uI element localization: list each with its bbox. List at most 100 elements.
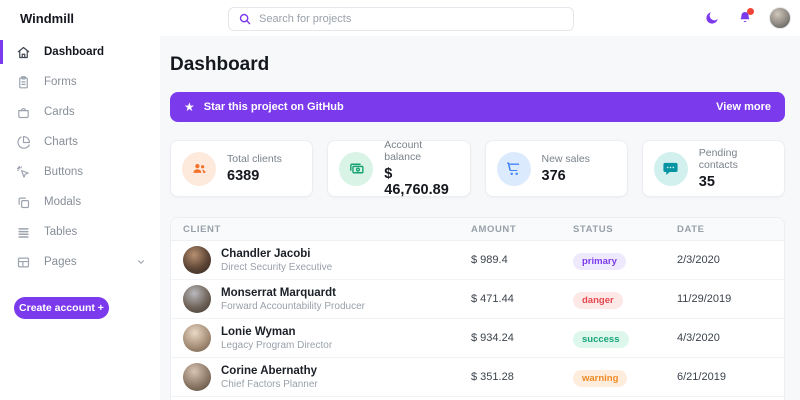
- client-role: Forward Accountability Producer: [221, 300, 365, 312]
- chat-icon: [653, 151, 688, 186]
- status-badge: success: [573, 330, 629, 348]
- column-header-client: CLIENT: [183, 223, 221, 235]
- sidebar-item-charts[interactable]: Charts: [0, 130, 160, 154]
- date-cell: 6/21/2019: [677, 371, 726, 383]
- status-badge: danger: [573, 291, 623, 309]
- sidebar-item-label: Charts: [44, 136, 78, 148]
- avatar: [183, 246, 211, 274]
- sidebar-item-dashboard[interactable]: Dashboard: [0, 40, 160, 64]
- notifications-button[interactable]: [736, 8, 754, 27]
- pie-chart-icon: [16, 135, 31, 150]
- stat-cards: Total clients 6389 Account balance $ 46,…: [170, 139, 785, 198]
- stat-text: Total clients 6389: [227, 153, 282, 184]
- stat-text: Account balance $ 46,760.89: [384, 139, 458, 198]
- stat-card-total-clients: Total clients 6389: [170, 140, 314, 197]
- stat-card-pending-contacts: Pending contacts 35: [641, 140, 785, 197]
- table-header: CLIENT AMOUNT STATUS DATE: [171, 218, 784, 241]
- stat-text: Pending contacts 35: [699, 147, 773, 190]
- main-content: Dashboard ★ Star this project on GitHub …: [160, 36, 800, 400]
- client-name: Lonie Wyman: [221, 325, 296, 338]
- sidebar-item-label: Dashboard: [44, 46, 105, 58]
- template-icon: [16, 255, 31, 270]
- star-icon: ★: [184, 100, 195, 114]
- rows-icon: [16, 225, 31, 240]
- sidebar-item-cards[interactable]: Cards: [0, 100, 160, 124]
- client-name: Monserrat Marquardt: [221, 286, 337, 299]
- avatar: [183, 363, 211, 391]
- search-box: [228, 7, 574, 31]
- date-cell: 11/29/2019: [677, 293, 732, 305]
- client-name: Corine Abernathy: [221, 364, 318, 377]
- amount-cell: $ 989.4: [471, 254, 508, 266]
- column-header-date: DATE: [677, 223, 705, 235]
- stat-label: Pending contacts: [698, 147, 738, 171]
- users-icon: [182, 151, 216, 186]
- sidebar-item-label: Forms: [44, 76, 77, 88]
- amount-cell: $ 934.24: [471, 332, 514, 344]
- stat-card-new-sales: New sales 376: [484, 140, 628, 197]
- stat-text: New sales 376: [542, 153, 590, 184]
- column-header-amount: AMOUNT: [471, 223, 517, 235]
- stat-value: 376: [541, 168, 566, 184]
- page-title: Dashboard: [170, 54, 270, 75]
- stat-value: $ 46,760.89: [384, 166, 449, 198]
- dark-mode-toggle[interactable]: [703, 9, 721, 27]
- cash-icon: [339, 151, 374, 186]
- table-row: Lonie Wyman Legacy Program Director $ 93…: [171, 319, 784, 358]
- sidebar-item-pages[interactable]: Pages: [0, 250, 160, 274]
- moon-icon: [704, 10, 720, 26]
- status-cell: danger: [573, 290, 677, 309]
- top-header: [160, 0, 800, 36]
- table-row-partial: [171, 397, 784, 400]
- status-badge: warning: [573, 369, 628, 387]
- view-more-link[interactable]: View more: [716, 101, 771, 113]
- copy-icon: [16, 195, 31, 210]
- shopping-cart-icon: [496, 151, 531, 186]
- sidebar-item-label: Buttons: [44, 166, 83, 178]
- avatar: [183, 285, 211, 313]
- table-row: Corine Abernathy Chief Factors Planner $…: [171, 358, 784, 397]
- stat-value: 35: [698, 174, 715, 190]
- sidebar-item-modals[interactable]: Modals: [0, 190, 160, 214]
- date-cell: 4/3/2020: [677, 332, 720, 344]
- sidebar: Dashboard Forms Cards Charts Buttons: [0, 36, 160, 400]
- sidebar-item-forms[interactable]: Forms: [0, 70, 160, 94]
- amount-cell: $ 351.28: [471, 371, 514, 383]
- sidebar-item-label: Cards: [44, 106, 75, 118]
- stat-label: New sales: [541, 153, 590, 165]
- client-cell: Corine Abernathy Chief Factors Planner: [183, 363, 471, 391]
- status-cell: primary: [573, 251, 677, 270]
- sidebar-item-label: Modals: [44, 196, 82, 208]
- search-input[interactable]: [228, 7, 574, 31]
- amount-cell: $ 471.44: [471, 293, 514, 305]
- client-cell: Lonie Wyman Legacy Program Director: [183, 324, 471, 352]
- sidebar-item-label: Pages: [44, 256, 77, 268]
- user-avatar[interactable]: [769, 7, 791, 29]
- status-cell: warning: [573, 368, 677, 387]
- home-icon: [16, 45, 31, 60]
- client-role: Legacy Program Director: [221, 339, 333, 351]
- stat-card-account-balance: Account balance $ 46,760.89: [327, 139, 471, 198]
- sidebar-item-label: Tables: [44, 226, 78, 238]
- cursor-click-icon: [16, 165, 31, 180]
- column-header-status: STATUS: [573, 223, 614, 235]
- status-badge: primary: [573, 252, 626, 270]
- avatar: [183, 324, 211, 352]
- client-cell: Monserrat Marquardt Forward Accountabili…: [183, 285, 471, 313]
- app-logo: Windmill: [20, 11, 75, 26]
- sidebar-item-tables[interactable]: Tables: [0, 220, 160, 244]
- create-account-button[interactable]: Create account +: [14, 297, 109, 319]
- status-cell: success: [573, 329, 677, 348]
- client-name: Chandler Jacobi: [221, 247, 311, 260]
- stat-label: Total clients: [227, 153, 282, 165]
- table-row: Chandler Jacobi Direct Security Executiv…: [171, 241, 784, 280]
- client-role: Chief Factors Planner: [221, 378, 318, 390]
- header-actions: [703, 0, 791, 36]
- stat-label: Account balance: [384, 139, 423, 163]
- sidebar-item-buttons[interactable]: Buttons: [0, 160, 160, 184]
- client-role: Direct Security Executive: [221, 261, 333, 273]
- client-cell: Chandler Jacobi Direct Security Executiv…: [183, 246, 471, 274]
- logo-area: Windmill: [0, 0, 160, 36]
- banner-text: Star this project on GitHub: [203, 101, 344, 113]
